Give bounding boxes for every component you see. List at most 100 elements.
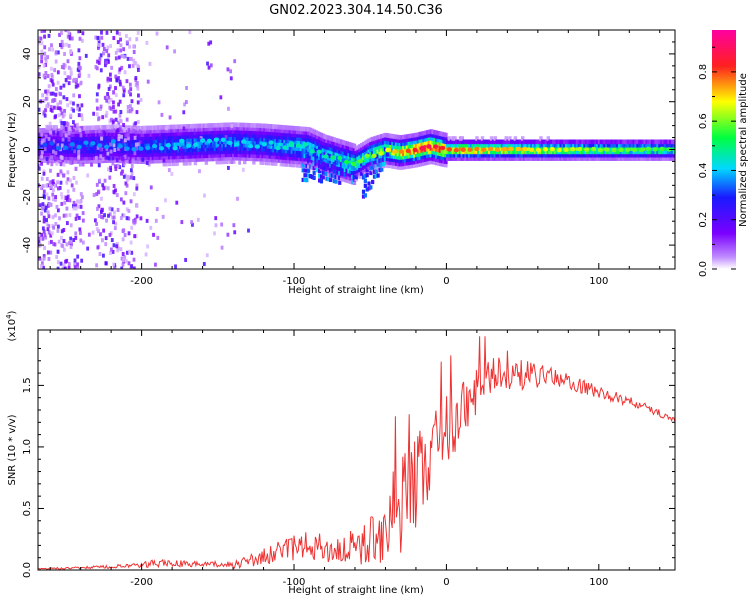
heatmap-cell [347, 172, 351, 177]
heatmap-cell [310, 162, 315, 167]
heatmap-cell [127, 142, 132, 147]
heatmap-cell [133, 159, 137, 164]
heatmap-cell [96, 125, 101, 130]
heatmap-noise [154, 218, 158, 223]
heatmap-noise [74, 203, 78, 208]
heatmap-cell [511, 149, 516, 155]
heatmap-cell [416, 162, 421, 168]
heatmap-cell [405, 134, 410, 139]
heatmap-peak [316, 149, 322, 155]
heatmap-cell [307, 173, 311, 178]
heatmap-cell [131, 132, 135, 137]
heatmap-cell [208, 129, 212, 135]
x-tick-label: 100 [589, 577, 608, 588]
heatmap-noise [56, 102, 60, 107]
heatmap-cell [248, 149, 252, 155]
heatmap-cell [396, 134, 401, 140]
heatmap-cell [590, 139, 594, 145]
heatmap-cell [138, 135, 143, 141]
heatmap-cell [606, 152, 611, 158]
heatmap-noise [47, 224, 51, 229]
heatmap-cell [617, 139, 622, 145]
heatmap-cell [367, 155, 371, 160]
heatmap-cell [305, 133, 309, 139]
heatmap-noise [161, 214, 165, 219]
heatmap-cell [204, 146, 209, 152]
heatmap-cell [264, 140, 269, 146]
heatmap-noise [70, 183, 74, 188]
heatmap-cell [341, 140, 346, 145]
heatmap-noise [95, 98, 99, 103]
heatmap-cell [202, 130, 207, 135]
heatmap-noise [106, 92, 110, 97]
heatmap-cell [636, 139, 640, 145]
heatmap-cell [669, 152, 673, 158]
heatmap-noise [119, 197, 123, 202]
heatmap-cell [398, 138, 402, 144]
heatmap-cell [396, 164, 401, 170]
heatmap-cell [142, 129, 146, 134]
heatmap-cell [142, 125, 146, 131]
heatmap-cell [308, 164, 313, 169]
heatmap-cell [279, 131, 284, 137]
heatmap-noise [59, 92, 62, 97]
heatmap-cell [418, 135, 422, 140]
heatmap-cell [244, 132, 249, 138]
heatmap-cell [500, 156, 505, 161]
heatmap-cell [277, 158, 282, 163]
heatmap-cell [255, 140, 260, 145]
heatmap-cell [294, 139, 298, 145]
heatmap-noise [80, 147, 84, 152]
heatmap-cell [539, 142, 543, 148]
heatmap-cell [327, 172, 331, 178]
heatmap-cell [162, 125, 166, 130]
heatmap-cell [91, 155, 95, 161]
heatmap-cell [661, 142, 666, 148]
heatmap-noise [53, 242, 57, 247]
heatmap-peak [446, 147, 453, 152]
heatmap-cell [58, 142, 62, 147]
heatmap-cell [659, 156, 664, 161]
heatmap-cell [307, 140, 311, 146]
heatmap-cell [195, 150, 199, 156]
heatmap-cell [85, 159, 90, 164]
heatmap-cell [661, 139, 666, 145]
heatmap-noise [116, 48, 120, 53]
heatmap-cell [105, 128, 110, 133]
heatmap-cell [160, 151, 165, 157]
heatmap-cell [491, 142, 496, 148]
heatmap-cell [504, 136, 508, 141]
heatmap-cell [239, 136, 243, 141]
heatmap-cell [288, 128, 293, 134]
heatmap-cell [144, 125, 148, 131]
heatmap-cell [334, 160, 338, 165]
heatmap-noise [247, 228, 250, 233]
heatmap-cell [191, 140, 196, 146]
heatmap-noise [132, 44, 136, 49]
heatmap-cell [656, 142, 660, 148]
heatmap-noise [118, 165, 122, 170]
heatmap-cell [89, 132, 93, 137]
heatmap-cell [94, 148, 99, 154]
heatmap-cell [608, 152, 613, 158]
heatmap-cell [341, 157, 345, 163]
heatmap-noise [78, 200, 82, 205]
heatmap-noise [66, 189, 70, 194]
heatmap-noise [78, 72, 82, 77]
heatmap-cell [548, 152, 552, 158]
heatmap-cell [350, 179, 355, 185]
heatmap-noise [50, 184, 53, 189]
heatmap-cell [197, 153, 201, 159]
heatmap-cell [131, 152, 135, 157]
heatmap-cell [168, 148, 172, 153]
heatmap-cell [531, 142, 536, 148]
heatmap-cell [316, 154, 320, 160]
heatmap-cell [559, 156, 563, 161]
heatmap-cell [537, 139, 541, 145]
heatmap-cell [553, 149, 558, 155]
heatmap-cell [350, 143, 355, 148]
heatmap-cell [158, 148, 163, 154]
heatmap-noise [97, 190, 100, 195]
heatmap-cell [85, 125, 90, 131]
heatmap-cell [314, 130, 318, 135]
